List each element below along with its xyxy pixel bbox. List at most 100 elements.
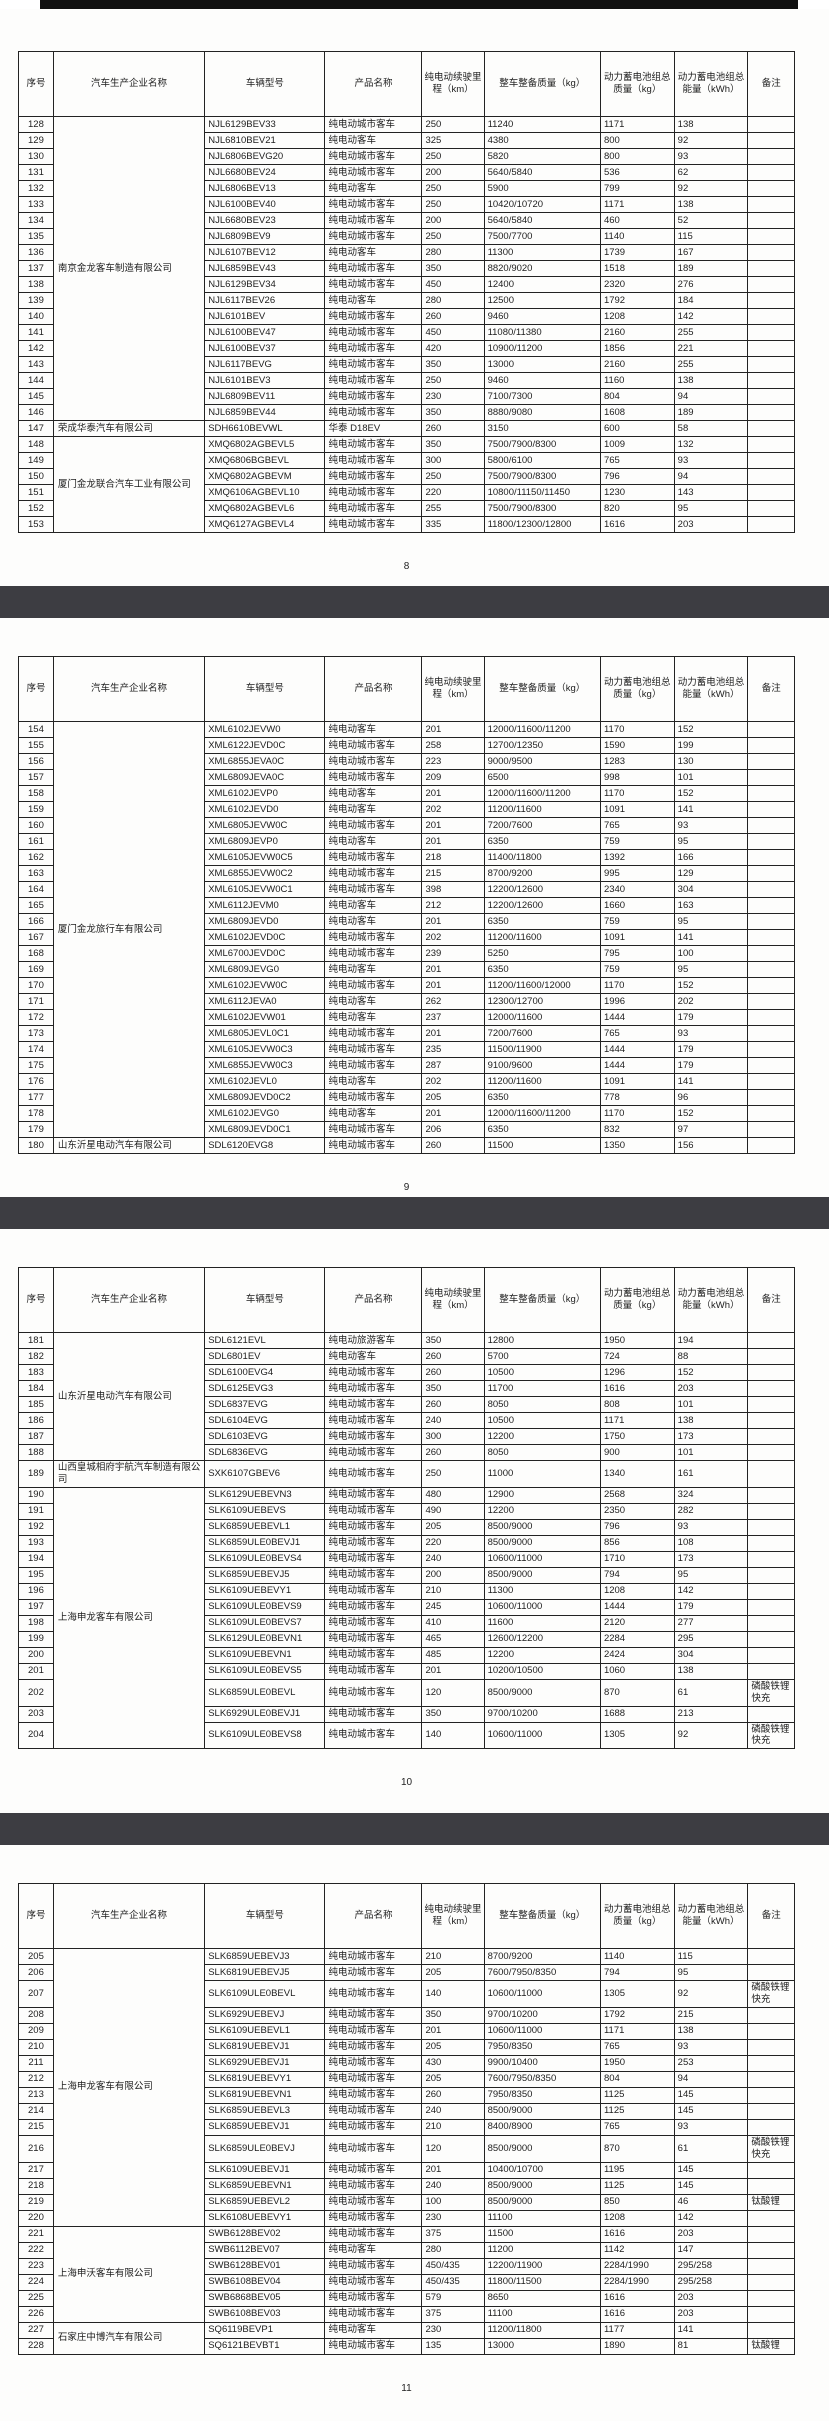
cell-seq: 166: [18, 913, 54, 930]
cell-manufacturer: 山西皇城相府宇航汽车制造有限公司: [52, 1460, 206, 1488]
cell-remark: [747, 1332, 795, 1349]
cell-product: 纯电动客车: [324, 913, 423, 930]
table-row: 219 SLK6859UEBEVL2 纯电动城市客车 100 8500/9000 850 4…: [18, 2193, 795, 2211]
cell-battery-mass: 724: [599, 1348, 675, 1365]
table-row: 189 山西皇城相府宇航汽车制造有限公司 SXK6107GBEV6 纯电动城市客车 25…: [18, 1460, 795, 1488]
cell-product: 纯电动城市客车: [324, 1364, 423, 1381]
cell-battery-mass: 1392: [599, 849, 675, 866]
cell-range: 280: [421, 292, 485, 309]
cell-model: NJL6809BEV9: [204, 228, 326, 245]
cell-model: NJL6809BEV11: [204, 388, 326, 405]
cell-product: 纯电动客车: [324, 1073, 423, 1090]
cell-curb-mass: 5900: [483, 180, 601, 197]
cell-product: 纯电动客车: [324, 180, 423, 197]
cell-battery-energy: 295: [673, 1630, 749, 1648]
cell-remark: [747, 196, 795, 213]
cell-remark: [747, 2070, 795, 2088]
cell-battery-mass: 2340: [599, 881, 675, 898]
cell-model: NJL6680BEV24: [204, 164, 326, 181]
table-row: 200 SLK6109UEBEVN1 纯电动城市客车 485 12200 2424 304: [18, 1646, 795, 1664]
cell-seq: 220: [18, 2209, 54, 2227]
cell-seq: 208: [18, 2006, 54, 2024]
cell-model: SWB6868BEV05: [204, 2289, 326, 2307]
cell-remark: [747, 468, 795, 485]
cell-battery-mass: 1091: [599, 929, 675, 946]
cell-product: 纯电动城市客车: [324, 340, 423, 357]
cell-remark: [747, 1105, 795, 1122]
cell-product: 纯电动城市客车: [324, 1518, 423, 1536]
column-header: 序号: [18, 1883, 54, 1949]
cell-range: 201: [421, 961, 485, 978]
cell-battery-mass: 759: [599, 833, 675, 850]
cell-range: 250: [421, 228, 485, 245]
cell-curb-mass: 10500: [483, 1412, 601, 1429]
table-row: 177 XML6809JEVD0C2 纯电动城市客车 205 6350 778 96: [18, 1089, 795, 1106]
cell-curb-mass: 12200: [483, 1428, 601, 1445]
cell-product: 纯电动城市客车: [324, 2006, 423, 2024]
cell-battery-energy: 203: [673, 516, 749, 533]
cell-range: 350: [421, 260, 485, 277]
cell-battery-mass: 1856: [599, 340, 675, 357]
cell-manufacturer: 厦门金龙旅行车有限公司: [52, 721, 206, 1138]
cell-range: 235: [421, 1041, 485, 1058]
cell-model: NJL6101BEV: [204, 308, 326, 325]
cell-battery-energy: 163: [673, 897, 749, 914]
cell-model: SDH6610BEVWL: [204, 420, 326, 437]
cell-manufacturer: 石家庄中博汽车有限公司: [52, 2321, 206, 2355]
cell-battery-energy: 94: [673, 2070, 749, 2088]
cell-product: 华泰 D18EV: [324, 420, 423, 437]
cell-curb-mass: 11500/11900: [483, 1041, 601, 1058]
cell-seq: 174: [18, 1041, 54, 1058]
table-row: 143 NJL6117BEVG 纯电动城市客车 350 13000 2160 255: [18, 356, 795, 373]
cell-range: 250: [421, 1460, 485, 1488]
cell-curb-mass: 8050: [483, 1444, 601, 1461]
cell-battery-energy: 52: [673, 212, 749, 229]
cell-seq: 152: [18, 500, 54, 517]
cell-seq: 214: [18, 2102, 54, 2120]
cell-product: 纯电动城市客车: [324, 1412, 423, 1429]
cell-remark: [747, 148, 795, 165]
cell-product: 纯电动城市客车: [324, 2086, 423, 2104]
cell-remark: [747, 897, 795, 914]
cell-model: SLK6109ULE0BEVS4: [204, 1550, 326, 1568]
cell-model: XMQ6802AGBEVL6: [204, 500, 326, 517]
cell-range: 202: [421, 929, 485, 946]
cell-seq: 181: [18, 1332, 54, 1349]
cell-battery-energy: 93: [673, 1025, 749, 1042]
cell-product: 纯电动城市客车: [324, 1705, 423, 1723]
cell-curb-mass: 11080/11380: [483, 324, 601, 341]
cell-remark: [747, 721, 795, 738]
cell-model: XML6102JEVW0C: [204, 977, 326, 994]
cell-curb-mass: 10200/10500: [483, 1662, 601, 1680]
cell-range: 300: [421, 1428, 485, 1445]
cell-model: XML6102JEVD0: [204, 801, 326, 818]
cell-remark: [747, 132, 795, 149]
cell-range: 205: [421, 2070, 485, 2088]
cell-battery-energy: 101: [673, 1444, 749, 1461]
cell-curb-mass: 12200/11900: [483, 2257, 601, 2275]
cell-range: 375: [421, 2225, 485, 2243]
cell-battery-mass: 1688: [599, 1705, 675, 1723]
cell-remark: [747, 212, 795, 229]
cell-curb-mass: 11100: [483, 2305, 601, 2323]
cell-curb-mass: 8500/9000: [483, 1678, 601, 1707]
cell-product: 纯电动客车: [324, 2321, 423, 2339]
cell-range: 210: [421, 2118, 485, 2136]
cell-curb-mass: 9700/10200: [483, 2006, 601, 2024]
cell-model: SDL6836EVG: [204, 1444, 326, 1461]
cell-seq: 191: [18, 1502, 54, 1520]
cell-seq: 143: [18, 356, 54, 373]
table-row: 185 SDL6837EVG 纯电动城市客车 260 8050 808 101: [18, 1396, 795, 1413]
column-header: 动力蓄电池组总质量（kg）: [599, 1267, 675, 1333]
cell-remark: [747, 785, 795, 802]
cell-seq: 161: [18, 833, 54, 850]
cell-product: 纯电动城市客车: [324, 1614, 423, 1632]
cell-battery-mass: 1710: [599, 1550, 675, 1568]
header-row: 序号 汽车生产企业名称 车辆型号 产品名称 纯电动续驶里程（km） 整车整备质量（kg）动…: [18, 656, 795, 722]
table-row: 206 SLK6819UEBEVJ5 纯电动城市客车 205 7600/7950/835…: [18, 1964, 795, 1981]
cell-model: XML6809JEVP0: [204, 833, 326, 850]
cell-battery-energy: 141: [673, 929, 749, 946]
cell-seq: 210: [18, 2038, 54, 2056]
cell-curb-mass: 6350: [483, 961, 601, 978]
cell-model: XMQ6106AGBEVL10: [204, 484, 326, 501]
